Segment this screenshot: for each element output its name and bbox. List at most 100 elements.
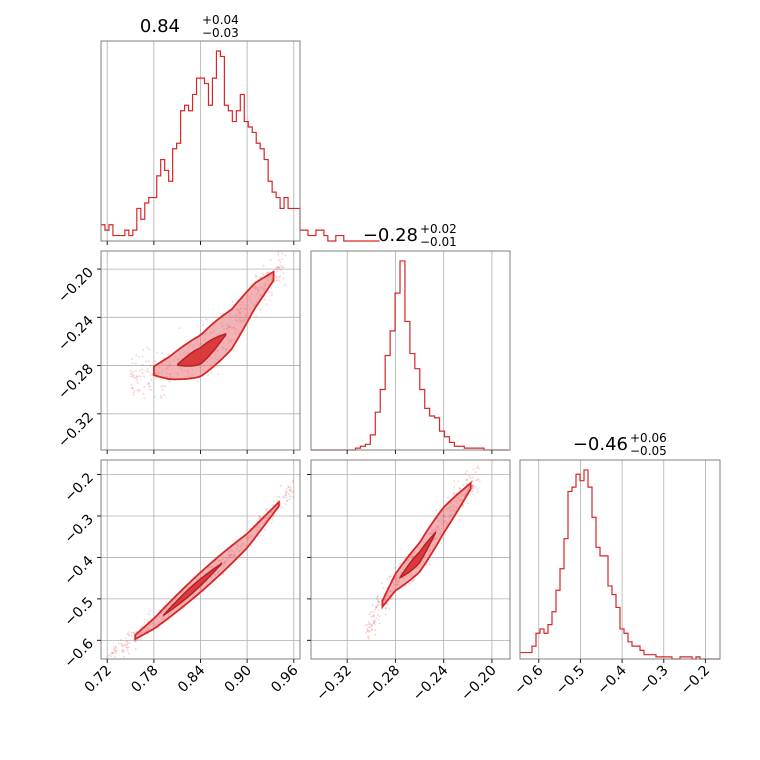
scatter-point: [231, 300, 234, 303]
scatter-point: [113, 647, 116, 650]
scatter-point: [276, 500, 279, 503]
scatter-point: [279, 484, 282, 487]
scatter-point: [130, 631, 133, 634]
scatter-point: [146, 347, 149, 350]
scatter-point: [140, 638, 143, 641]
scatter-point: [388, 575, 391, 578]
scatter-point: [459, 519, 462, 522]
scatter-point: [254, 275, 257, 278]
scatter-point: [457, 480, 460, 483]
scatter-point: [458, 486, 461, 489]
scatter-point: [134, 362, 137, 365]
scatter-point: [272, 503, 275, 506]
scatter-point: [148, 388, 151, 391]
scatter-point: [474, 471, 477, 474]
scatter-point: [131, 362, 134, 365]
scatter-point: [472, 493, 475, 496]
scatter-point: [288, 489, 291, 492]
scatter-point: [125, 646, 128, 649]
density-contour-inner: [399, 530, 437, 579]
scatter-point: [477, 467, 480, 470]
scatter-point: [270, 521, 273, 524]
scatter-point: [146, 367, 149, 370]
scatter-point: [277, 276, 280, 279]
scatter-point: [125, 640, 128, 643]
scatter-point: [279, 275, 282, 278]
scatter-point: [366, 627, 369, 630]
scatter-point: [263, 298, 266, 301]
scatter-point: [386, 578, 389, 581]
scatter-point: [143, 397, 146, 400]
scatter-point: [373, 622, 376, 625]
scatter-point: [375, 606, 378, 609]
scatter-point: [106, 655, 109, 658]
scatter-point: [265, 507, 268, 510]
pair-2-0-xtick-label-4: 0.96: [268, 662, 301, 695]
scatter-point: [280, 268, 283, 271]
scatter-point: [129, 369, 132, 372]
scatter-point: [267, 291, 270, 294]
scatter-point: [121, 649, 124, 652]
scatter-point: [374, 629, 377, 632]
scatter-point: [140, 625, 143, 628]
scatter-point: [269, 258, 272, 261]
scatter-point: [161, 388, 164, 391]
scatter-point: [110, 652, 113, 655]
scatter-point: [412, 579, 415, 582]
pair-2-1-xtick-label-0: −0.32: [313, 663, 355, 705]
scatter-point: [259, 534, 262, 537]
scatter-point: [136, 376, 139, 379]
density-contour-outer: [152, 270, 275, 381]
scatter-point: [281, 252, 284, 255]
scatter-point: [471, 487, 474, 490]
scatter-point: [378, 601, 381, 604]
scatter-point: [148, 385, 151, 388]
scatter-point: [134, 640, 137, 643]
scatter-point: [135, 379, 138, 382]
scatter-point: [282, 277, 285, 280]
scatter-point: [156, 351, 159, 354]
scatter-point: [115, 650, 118, 653]
scatter-point: [148, 348, 151, 351]
scatter-point: [376, 601, 379, 604]
scatter-point: [373, 620, 376, 623]
scatter-point: [127, 634, 130, 637]
scatter-point: [114, 652, 117, 655]
scatter-point: [375, 597, 378, 600]
scatter-point: [217, 373, 220, 376]
scatter-point: [275, 275, 278, 278]
scatter-point: [375, 616, 378, 619]
hist-2-series: [311, 260, 509, 451]
scatter-point: [468, 475, 471, 478]
density-contour-inner: [163, 562, 223, 617]
scatter-point: [367, 637, 370, 640]
scatter-point: [286, 499, 289, 502]
scatter-point: [115, 645, 118, 648]
scatter-point: [285, 488, 288, 491]
scatter-point: [178, 327, 181, 330]
scatter-point: [375, 606, 378, 609]
hist-3-xtick-label-0: −0.6: [511, 662, 546, 697]
hist-2-frame: [310, 250, 511, 451]
scatter-point: [368, 630, 371, 633]
scatter-point: [366, 629, 369, 632]
scatter-point: [368, 622, 371, 625]
scatter-point: [471, 484, 474, 487]
scatter-point: [471, 480, 474, 483]
scatter-point: [144, 618, 147, 621]
scatter-point: [267, 271, 270, 274]
scatter-point: [261, 272, 264, 275]
scatter-point: [132, 374, 135, 377]
hist-title-3-minus: −0.05: [630, 444, 667, 458]
scatter-point: [133, 389, 136, 392]
scatter-point: [376, 596, 379, 599]
scatter-point: [127, 652, 130, 655]
scatter-point: [147, 360, 150, 363]
pair-2-0-xtick-label-0: 0.72: [82, 663, 115, 696]
scatter-point: [232, 349, 235, 352]
scatter-point: [470, 490, 473, 493]
scatter-point: [275, 280, 278, 283]
scatter-point: [131, 357, 134, 360]
scatter-point: [469, 477, 472, 480]
scatter-point: [150, 379, 153, 382]
